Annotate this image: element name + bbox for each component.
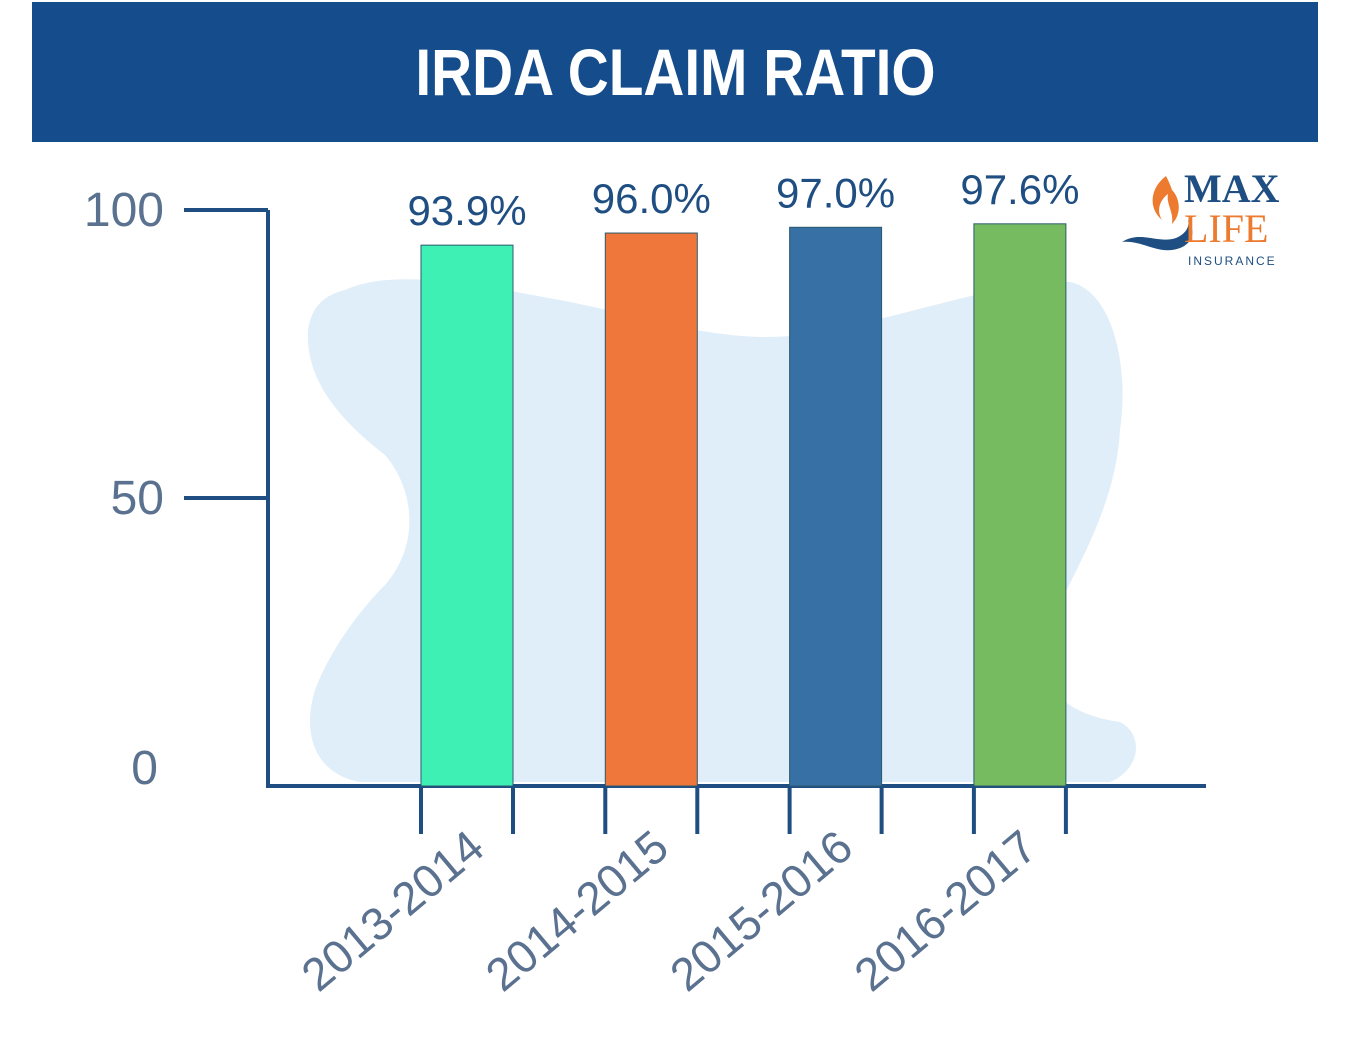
max-life-logo: MAX LIFE INSURANCE: [1120, 166, 1300, 272]
logo-max-text: MAX: [1184, 168, 1280, 211]
x-category-label: 2016-2017: [844, 820, 1046, 1001]
bar: [420, 244, 514, 787]
logo-life-text: LIFE: [1184, 206, 1268, 251]
bar: [973, 223, 1067, 787]
bar: [604, 232, 698, 787]
y-tick-label: 50: [111, 472, 164, 525]
y-tick-label: 100: [84, 184, 164, 237]
flame-icon: [1152, 176, 1179, 224]
bar: [789, 226, 883, 787]
bar-value-label: 97.6%: [960, 166, 1079, 213]
x-category-label: 2014-2015: [476, 820, 678, 1001]
bar-value-label: 96.0%: [592, 175, 711, 222]
x-category-label: 2013-2014: [291, 820, 493, 1001]
bar-value-label: 97.0%: [776, 169, 895, 216]
title-banner: IRDA CLAIM RATIO: [32, 2, 1318, 142]
bar-value-label: 93.9%: [407, 187, 526, 234]
x-category-label: 2015-2016: [660, 820, 862, 1001]
y-tick-label: 0: [131, 742, 158, 795]
background-blob: [307, 279, 1137, 782]
chart-title: IRDA CLAIM RATIO: [414, 35, 936, 109]
logo-insurance-text: INSURANCE: [1188, 254, 1277, 268]
wave-icon: [1122, 220, 1193, 251]
